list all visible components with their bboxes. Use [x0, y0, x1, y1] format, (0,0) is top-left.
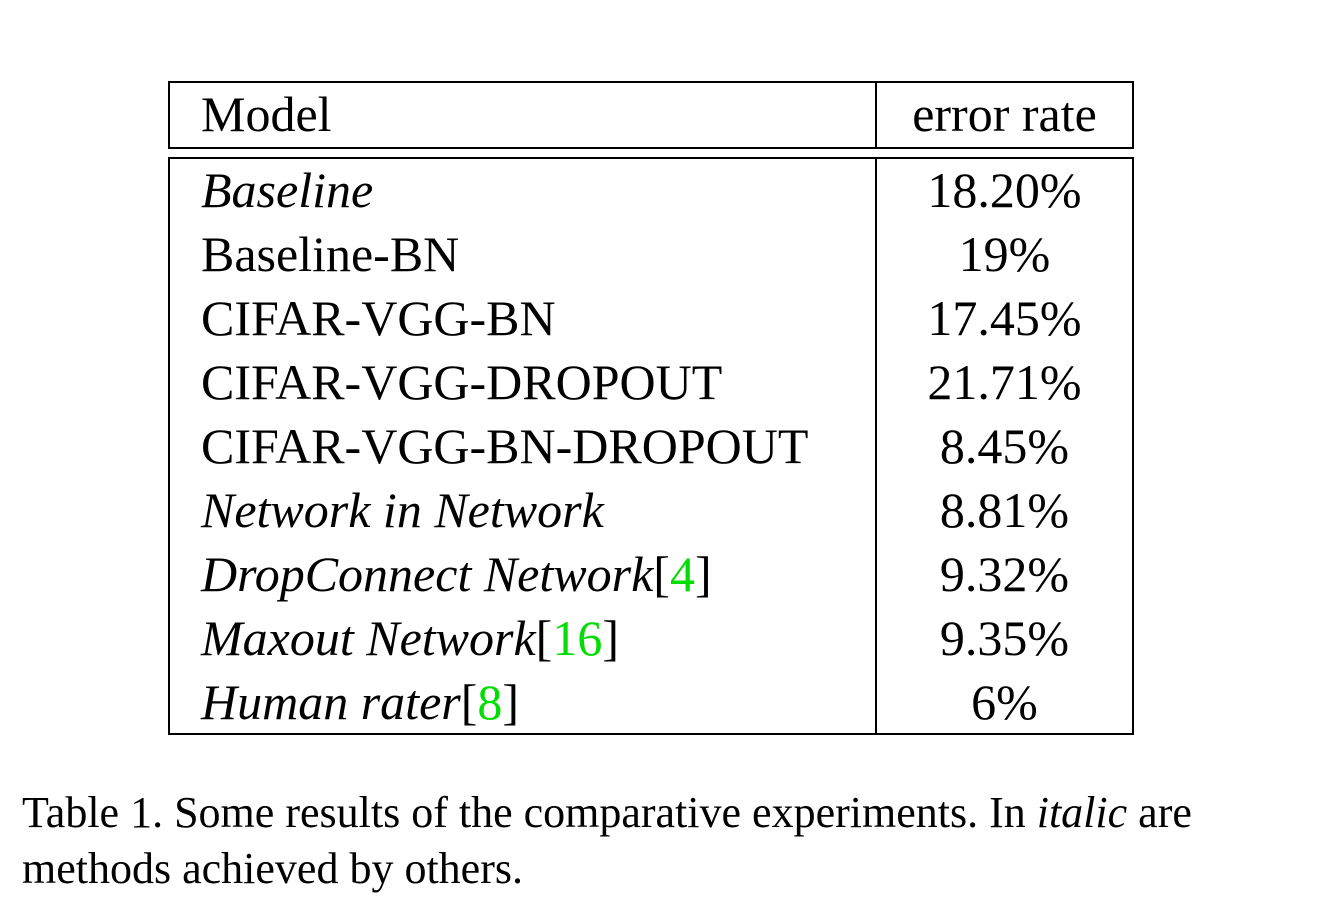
- column-divider: [875, 83, 877, 147]
- table-row-model: DropConnect Network[4]: [201, 542, 712, 606]
- header-model: Model: [201, 86, 332, 142]
- table-header: Model error rate: [168, 81, 1134, 149]
- citation-link[interactable]: 4: [669, 546, 695, 602]
- table-row-error-rate: 9.35%: [939, 610, 1070, 666]
- table-row-model: CIFAR-VGG-BN-DROPOUT: [201, 414, 808, 478]
- model-name: Baseline-BN: [201, 226, 460, 282]
- citation-link[interactable]: 8: [477, 674, 503, 730]
- table-row-model: CIFAR-VGG-DROPOUT: [201, 350, 722, 414]
- table-row-error-rate: 8.81%: [939, 482, 1070, 538]
- cite-open-bracket: [: [653, 546, 670, 602]
- model-name: Maxout Network: [201, 610, 536, 666]
- caption-text-end: are methods achieved by others.: [22, 788, 1192, 893]
- table-row-model: Human rater[8]: [201, 670, 519, 734]
- caption-text-start: Table 1. Some results of the comparative…: [22, 788, 1037, 837]
- table-row-model: CIFAR-VGG-BN: [201, 286, 556, 350]
- model-name: Network in Network: [201, 482, 604, 538]
- table-row-error-rate: 6%: [971, 674, 1038, 730]
- table-row-error-rate: 9.32%: [939, 546, 1070, 602]
- model-name: CIFAR-VGG-DROPOUT: [201, 354, 723, 410]
- table-row-error-rate: 17.45%: [927, 290, 1082, 346]
- table-row-error-rate: 18.20%: [927, 162, 1082, 218]
- table-row-model: Maxout Network[16]: [201, 606, 619, 670]
- model-name: Baseline: [201, 162, 374, 218]
- table-body: Baseline 18.20% Baseline-BN 19% CIFAR-VGG-BN…: [168, 157, 1134, 735]
- table-row-model: Baseline-BN: [201, 222, 459, 286]
- header-error-rate: error rate: [912, 86, 1097, 142]
- table-row-model: Network in Network: [201, 478, 604, 542]
- cite-open-bracket: [: [535, 610, 553, 666]
- cite-close-bracket: ]: [694, 546, 712, 602]
- table-row-error-rate: 21.71%: [927, 354, 1082, 410]
- model-name: DropConnect Network: [201, 546, 654, 602]
- model-name: Human rater: [201, 674, 461, 730]
- cite-close-bracket: ]: [602, 610, 619, 666]
- model-name: CIFAR-VGG-BN: [201, 290, 556, 346]
- table-row-model: Baseline: [201, 158, 373, 222]
- table-caption: Table 1. Some results of the comparative…: [22, 785, 1312, 897]
- cite-open-bracket: [: [460, 674, 478, 730]
- citation-link[interactable]: 16: [552, 610, 603, 666]
- table-row-error-rate: 8.45%: [939, 418, 1070, 474]
- table-row-error-rate: 19%: [958, 226, 1051, 282]
- column-divider: [875, 159, 877, 733]
- model-name: CIFAR-VGG-BN-DROPOUT: [201, 418, 809, 474]
- cite-close-bracket: ]: [502, 674, 520, 730]
- caption-italic-word: italic: [1036, 788, 1128, 837]
- results-table: Model error rate Baseline 18.20% Baseline-…: [168, 81, 1134, 735]
